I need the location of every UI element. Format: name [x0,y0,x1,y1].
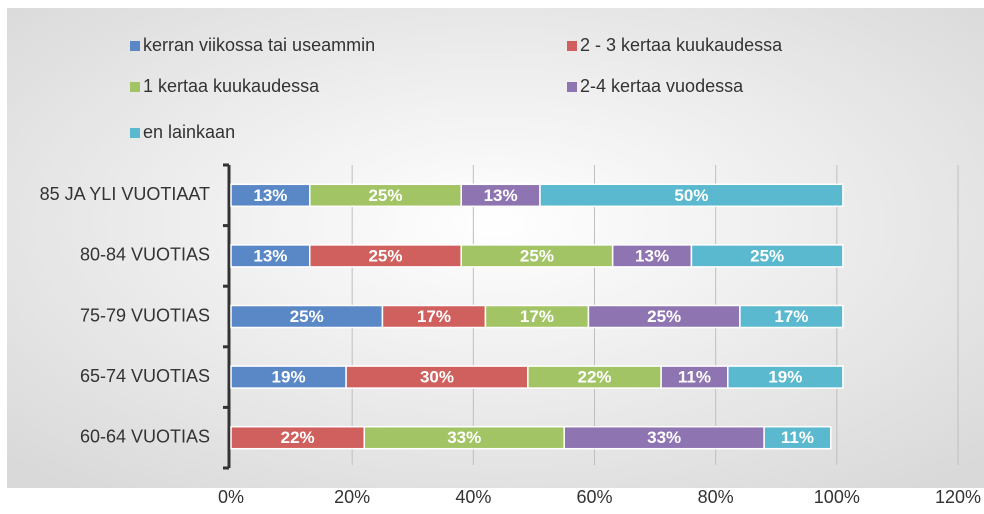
data-label: 22% [281,428,315,447]
bar-segment [539,183,844,208]
y-tick-label: 80-84 VUOTIAS [80,245,210,265]
bar-segment [727,365,844,389]
legend-swatch [130,82,140,92]
x-tick-label: 80% [698,487,734,507]
y-tick-label: 60-64 VUOTIAS [80,426,210,446]
x-tick-label: 20% [334,487,370,507]
x-tick-label: 100% [814,487,860,507]
data-label: 19% [768,368,802,387]
data-label: 50% [674,186,708,205]
data-label: 17% [520,307,554,326]
data-label: 25% [520,246,554,265]
y-tick-label: 65-74 VUOTIAS [80,366,210,386]
data-label: 25% [290,307,324,326]
data-label: 17% [774,307,808,326]
data-label: 25% [750,246,784,265]
legend-label: 2 - 3 kertaa kuukaudessa [580,35,783,55]
x-tick-label: 0% [218,487,244,507]
y-tick-label: 75-79 VUOTIAS [80,305,210,325]
legend-label: 1 kertaa kuukaudessa [143,76,320,96]
data-label: 11% [678,368,711,387]
data-label: 13% [635,246,669,265]
data-label: 13% [484,186,518,205]
legend-swatch [567,41,577,51]
legend-swatch [130,128,140,138]
bar-segment [739,304,844,329]
legend-swatch [130,41,140,51]
data-label: 33% [447,428,481,447]
legend-swatch [567,82,577,92]
bar-segment [763,425,832,450]
x-tick-label: 60% [576,487,612,507]
data-label: 25% [647,307,681,326]
data-label: 19% [272,368,306,387]
data-label: 13% [253,186,287,205]
data-label: 30% [420,368,454,387]
data-label: 17% [417,307,451,326]
data-label: 33% [647,428,681,447]
bar-segment [690,244,844,268]
data-label: 22% [577,368,611,387]
legend-label: en lainkaan [143,122,235,142]
data-label: 25% [368,246,402,265]
data-label: 25% [368,186,402,205]
x-tick-label: 120% [935,487,981,507]
legend-label: kerran viikossa tai useammin [143,35,375,55]
data-label: 11% [781,428,814,447]
legend-label: 2-4 kertaa vuodessa [580,76,744,96]
data-label: 13% [253,246,287,265]
y-tick-label: 85 JA YLI VUOTIAAT [40,184,210,204]
x-tick-label: 40% [455,487,491,507]
